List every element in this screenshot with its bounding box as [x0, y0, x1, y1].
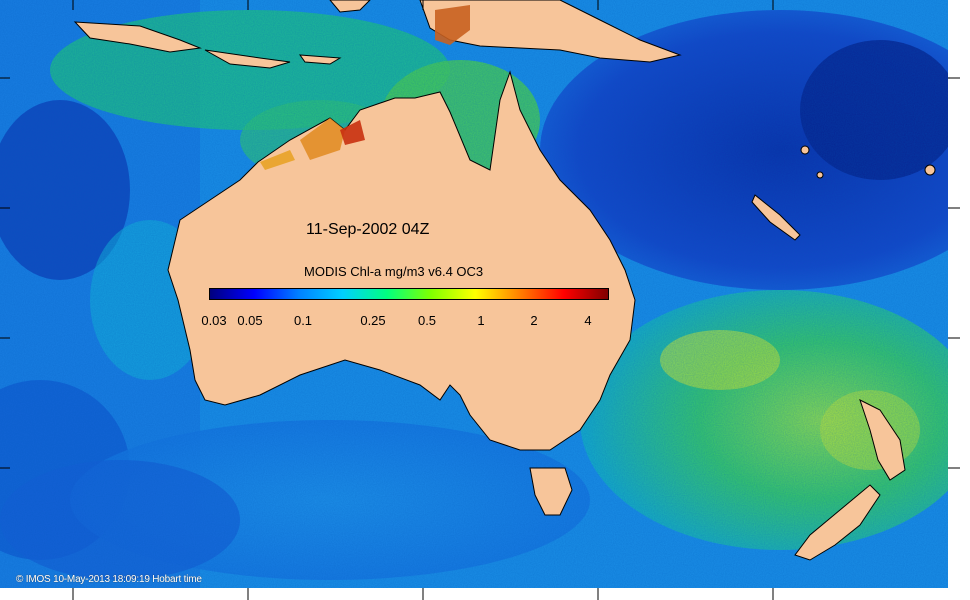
- sulawesi-island: [329, 0, 371, 13]
- fiji-island: [924, 164, 936, 176]
- king-sound-bloom: [340, 120, 365, 145]
- colorbar-tick-5: 1: [477, 313, 485, 328]
- vanuatu-island-2: [816, 171, 824, 179]
- nz-north-island: [859, 399, 906, 481]
- colorbar-tick-7: 4: [584, 313, 592, 328]
- copyright-notice: © IMOS 10-May-2013 18:09:19 Hobart time: [16, 574, 202, 585]
- bottom-margin: [0, 588, 970, 600]
- new-caledonia: [751, 194, 801, 241]
- colorbar-tick-4: 0.5: [417, 313, 437, 328]
- pilbara-coastal-bloom: [260, 150, 295, 170]
- australia-landmass: [167, 70, 636, 451]
- colorbar: [209, 288, 609, 300]
- colorbar-tick-6: 2: [530, 313, 538, 328]
- java-island: [73, 21, 202, 53]
- lesser-sunda-islands: [204, 49, 291, 69]
- timor-island: [298, 54, 342, 65]
- colorbar-title: MODIS Chl-a mg/m3 v6.4 OC3: [304, 264, 484, 279]
- colorbar-tick-0: 0.03: [201, 313, 227, 328]
- colorbar-tick-3: 0.25: [360, 313, 386, 328]
- right-margin: [948, 0, 970, 600]
- vanuatu-island: [800, 145, 810, 155]
- new-guinea-coastal-bloom: [435, 5, 470, 45]
- kimberley-coastal-bloom: [300, 118, 345, 160]
- date-label: 11-Sep-2002 04Z: [306, 221, 430, 238]
- colorbar-tick-2: 0.1: [293, 313, 313, 328]
- tasmania: [529, 467, 573, 516]
- nz-south-island: [794, 484, 881, 561]
- colorbar-tick-1: 0.05: [237, 313, 263, 328]
